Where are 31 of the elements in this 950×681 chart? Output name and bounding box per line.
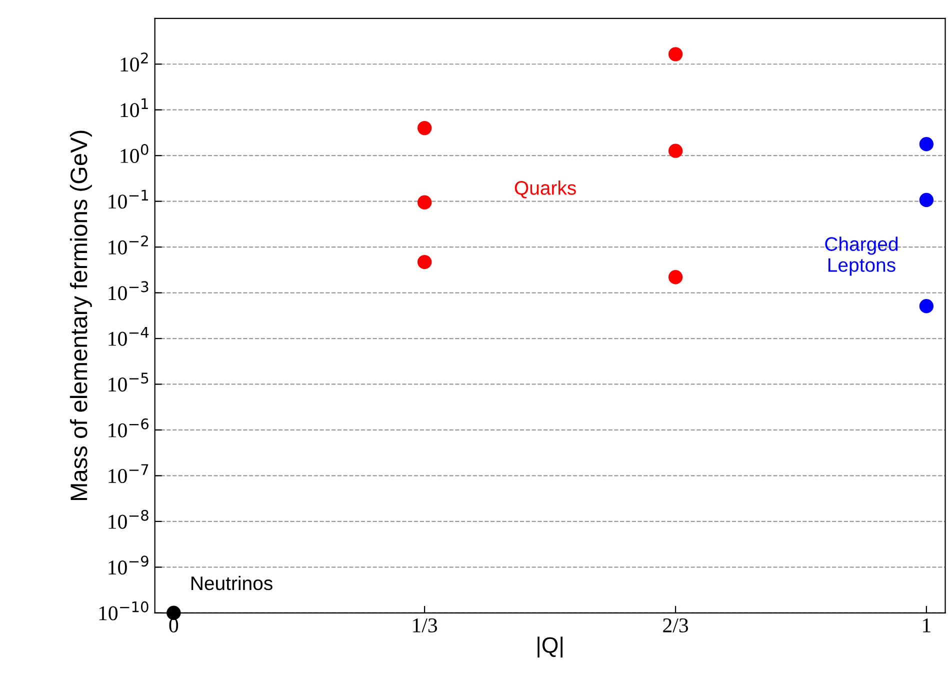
y-tick-label: 10$^{−5}$	[108, 372, 148, 392]
y-tick-label: 10$^{−3}$	[108, 281, 148, 300]
y-tick-label: 10$^{−7}$	[108, 464, 148, 484]
point	[668, 47, 683, 62]
point	[668, 144, 683, 158]
y-tick-label: 10$^{2}$	[120, 52, 148, 72]
point	[417, 254, 432, 270]
x-axis-title: |Q|	[538, 636, 562, 658]
series-label: Charged Leptons	[825, 236, 898, 276]
y-tick-label: 10$^{−9}$	[108, 556, 148, 575]
text: Quarks	[514, 180, 576, 198]
y-tick-label: 10$^{−8}$	[108, 510, 148, 529]
x-tick-label: 1/3	[413, 618, 438, 632]
y-axis-title: Mass of elementary fermions (GeV)	[70, 130, 92, 500]
y-tick-label: 10$^{−10}$	[99, 601, 148, 620]
x-tick-label: 1	[923, 618, 930, 632]
point	[166, 606, 181, 620]
y-tick-label: 10$^{−2}$	[108, 235, 148, 254]
point	[919, 137, 934, 152]
y-tick-label: 10$^{−6}$	[108, 418, 148, 438]
point	[668, 270, 683, 284]
point	[417, 195, 432, 210]
series-label: Neutrinos	[192, 576, 272, 590]
x-tick-label: 2/3	[663, 618, 688, 632]
y-tick-label: 10$^{1}$	[120, 98, 148, 118]
y-tick-label: 10$^{0}$	[120, 144, 148, 163]
point	[919, 192, 934, 208]
point	[417, 120, 432, 136]
point	[919, 299, 934, 314]
y-tick-label: 10$^{−1}$	[108, 190, 148, 209]
y-tick-label: 10$^{−4}$	[108, 327, 149, 346]
